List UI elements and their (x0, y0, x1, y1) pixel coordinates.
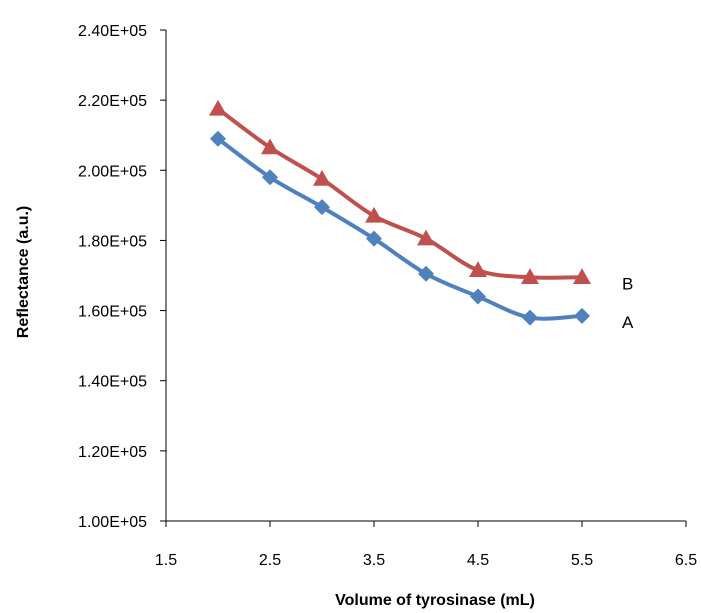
series-b-point (261, 138, 279, 155)
series-b-point (313, 170, 331, 186)
axes (165, 30, 686, 522)
x-tick-label: 2.5 (259, 552, 281, 569)
series-b: B (209, 99, 633, 293)
series-b-point (209, 99, 227, 116)
series-b-point (365, 206, 383, 223)
series-a-point (418, 265, 434, 282)
series-b-point (417, 229, 435, 246)
series-b-point (573, 268, 591, 285)
series-a-point (314, 199, 330, 216)
series-a-point (262, 169, 278, 186)
y-tick-label: 2.00E+05 (78, 163, 147, 180)
x-tick-label: 3.5 (363, 552, 385, 569)
y-tick-label: 1.20E+05 (78, 444, 147, 461)
y-tick-label: 2.40E+05 (78, 23, 147, 40)
series-a-point (470, 288, 486, 305)
y-tick-label: 2.20E+05 (78, 93, 147, 110)
series-a-label: A (622, 313, 634, 332)
y-tick-label: 1.00E+05 (78, 514, 147, 531)
x-axis-title: Volume of tyrosinase (mL) (335, 592, 535, 609)
series-a-point (210, 130, 226, 147)
x-tick-label: 5.5 (571, 552, 593, 569)
series-b-label: B (622, 274, 633, 293)
y-tick-label: 1.80E+05 (78, 233, 147, 250)
series-b-line (216, 106, 584, 280)
series-a: A (210, 130, 634, 332)
x-tick-label: 4.5 (467, 552, 489, 569)
x-tick-label: 1.5 (155, 552, 177, 569)
series-b-point (469, 261, 487, 277)
series-a-point (522, 309, 538, 326)
data-series: AB (209, 99, 634, 332)
y-axis-title: Reflectance (a.u.) (15, 206, 32, 338)
x-tick-label: 6.5 (675, 552, 697, 569)
series-a-point (366, 230, 382, 247)
y-axis-ticks: 1.00E+05 1.20E+05 1.40E+05 1.60E+05 1.80E+05… (78, 23, 166, 531)
x-axis-ticks: 1.5 2.5 3.5 4.5 5.5 6.5 (155, 521, 697, 569)
series-b-point (521, 268, 539, 285)
series-a-point (574, 307, 590, 324)
y-tick-label: 1.60E+05 (78, 304, 147, 321)
y-tick-label: 1.40E+05 (78, 374, 147, 391)
